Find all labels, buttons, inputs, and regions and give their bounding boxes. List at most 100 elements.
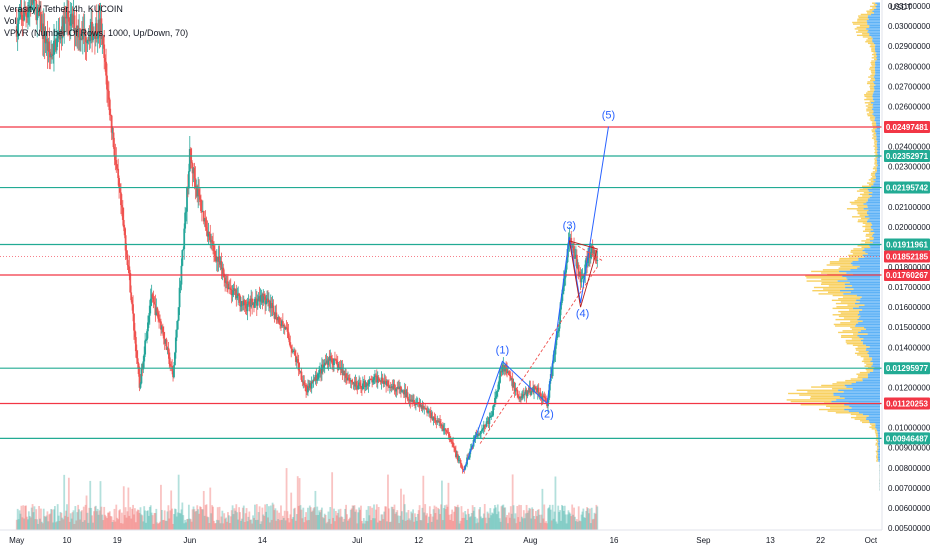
volume-profile-down (874, 148, 877, 151)
volume-profile-up (851, 383, 880, 385)
volume-bar (502, 504, 505, 530)
candle-body (28, 5, 31, 9)
candle-body (332, 363, 334, 365)
volume-bar (497, 511, 500, 530)
volume-profile-up (876, 163, 880, 165)
candle-body (321, 364, 324, 368)
volume-profile-down (871, 129, 876, 131)
candle-body (425, 408, 428, 410)
volume-profile-up (868, 415, 880, 417)
volume-profile-down (871, 130, 876, 133)
volume-profile-down (842, 330, 861, 332)
volume-bar (334, 510, 337, 530)
volume-bar (361, 523, 364, 530)
volume-profile-down (871, 71, 876, 73)
candle-body (402, 390, 405, 395)
volume-profile-up (857, 334, 880, 337)
volume-bar (442, 508, 445, 530)
candle-body (173, 365, 175, 378)
volume-bar (559, 510, 561, 530)
candle-body (579, 271, 582, 283)
volume-bar (349, 509, 352, 530)
volume-bar (78, 509, 80, 530)
volume-bar (547, 508, 549, 530)
candle-body (341, 367, 344, 376)
volume-bar (561, 505, 564, 530)
vol-indicator-label[interactable]: Vol (4, 16, 17, 26)
volume-profile-up (862, 309, 880, 311)
candle-body (170, 365, 173, 367)
volume-profile-down (866, 82, 875, 85)
candle-body (423, 407, 426, 409)
volume-bar (331, 472, 334, 530)
candle-body (448, 433, 451, 437)
candle-body (290, 346, 293, 349)
horizontal-levels[interactable] (0, 126, 882, 439)
price-axis[interactable]: 0.024974810.023529710.021957420.01911961… (881, 0, 932, 550)
volume-bar (218, 506, 221, 530)
volume-profile-up (873, 179, 880, 181)
volume-profile-down (869, 111, 874, 114)
candle-body (369, 378, 372, 380)
volume-bar (579, 521, 582, 530)
level-price-badge (884, 238, 930, 251)
candle-body (437, 420, 440, 422)
volume-bar (148, 506, 151, 530)
volume-profile-up (877, 444, 880, 446)
volume-profile-up (876, 159, 880, 162)
volume-profile-up (871, 195, 880, 197)
volume-bar (452, 521, 454, 530)
volume-profile-down (835, 318, 858, 321)
time-axis[interactable]: May 10 19 Jun 14 Jul 12 21 Aug 16 Sep 13 22 Oct (0, 529, 882, 545)
volume-bar (230, 510, 233, 530)
candle-body (387, 386, 390, 388)
candle-body (69, 14, 72, 26)
volume-bar (393, 504, 396, 530)
symbol-title[interactable]: Verasity / Tether, 4h, KUCOIN (4, 4, 123, 14)
candle-body (347, 377, 350, 381)
candle-body (543, 395, 546, 398)
candle-body (496, 390, 499, 392)
volume-profile (786, 2, 880, 491)
volume-bar (135, 511, 138, 530)
candle-body (552, 354, 555, 364)
y-tick-label: 0.01400000 (888, 343, 931, 352)
candle-body (224, 277, 227, 283)
candle-body (310, 381, 313, 389)
candle-body (391, 386, 394, 389)
candle-body (484, 425, 487, 427)
candle-body (291, 348, 294, 352)
candle-body (325, 360, 328, 364)
vpvr-indicator-label[interactable]: VPVR (Number Of Rows, 1000, Up/Down, 70) (4, 28, 189, 38)
candle-body (356, 385, 359, 390)
volume-profile-up (860, 339, 880, 342)
volume-bar (327, 511, 330, 530)
volume-profile-down (860, 420, 869, 422)
candle-body (25, 12, 27, 15)
candle-body (591, 245, 594, 248)
volume-bar (172, 523, 174, 530)
volume-bar (274, 508, 277, 530)
volume-profile-down (875, 164, 878, 167)
volume-bar (566, 514, 569, 530)
elliott-wave-drawing[interactable]: (1)(2)(3)(4)(5) (462, 109, 615, 472)
candle-body (189, 149, 192, 161)
candle-body (363, 381, 366, 388)
volume-profile-up (877, 455, 880, 457)
candle-body (557, 331, 560, 333)
volume-bar (310, 511, 313, 530)
candle-body (40, 11, 42, 32)
candle-body (492, 406, 495, 416)
wave-label: (5) (602, 109, 615, 121)
volume-bar (314, 490, 317, 530)
volume-bar (352, 505, 355, 530)
volume-profile-up (866, 416, 880, 419)
volume-profile-up (836, 399, 880, 401)
volume-bar (570, 516, 573, 530)
volume-bar (125, 517, 128, 530)
volume-profile-down (836, 306, 859, 308)
candle-body (219, 260, 222, 265)
candle-body (270, 303, 273, 308)
volume-profile-up (871, 13, 880, 16)
